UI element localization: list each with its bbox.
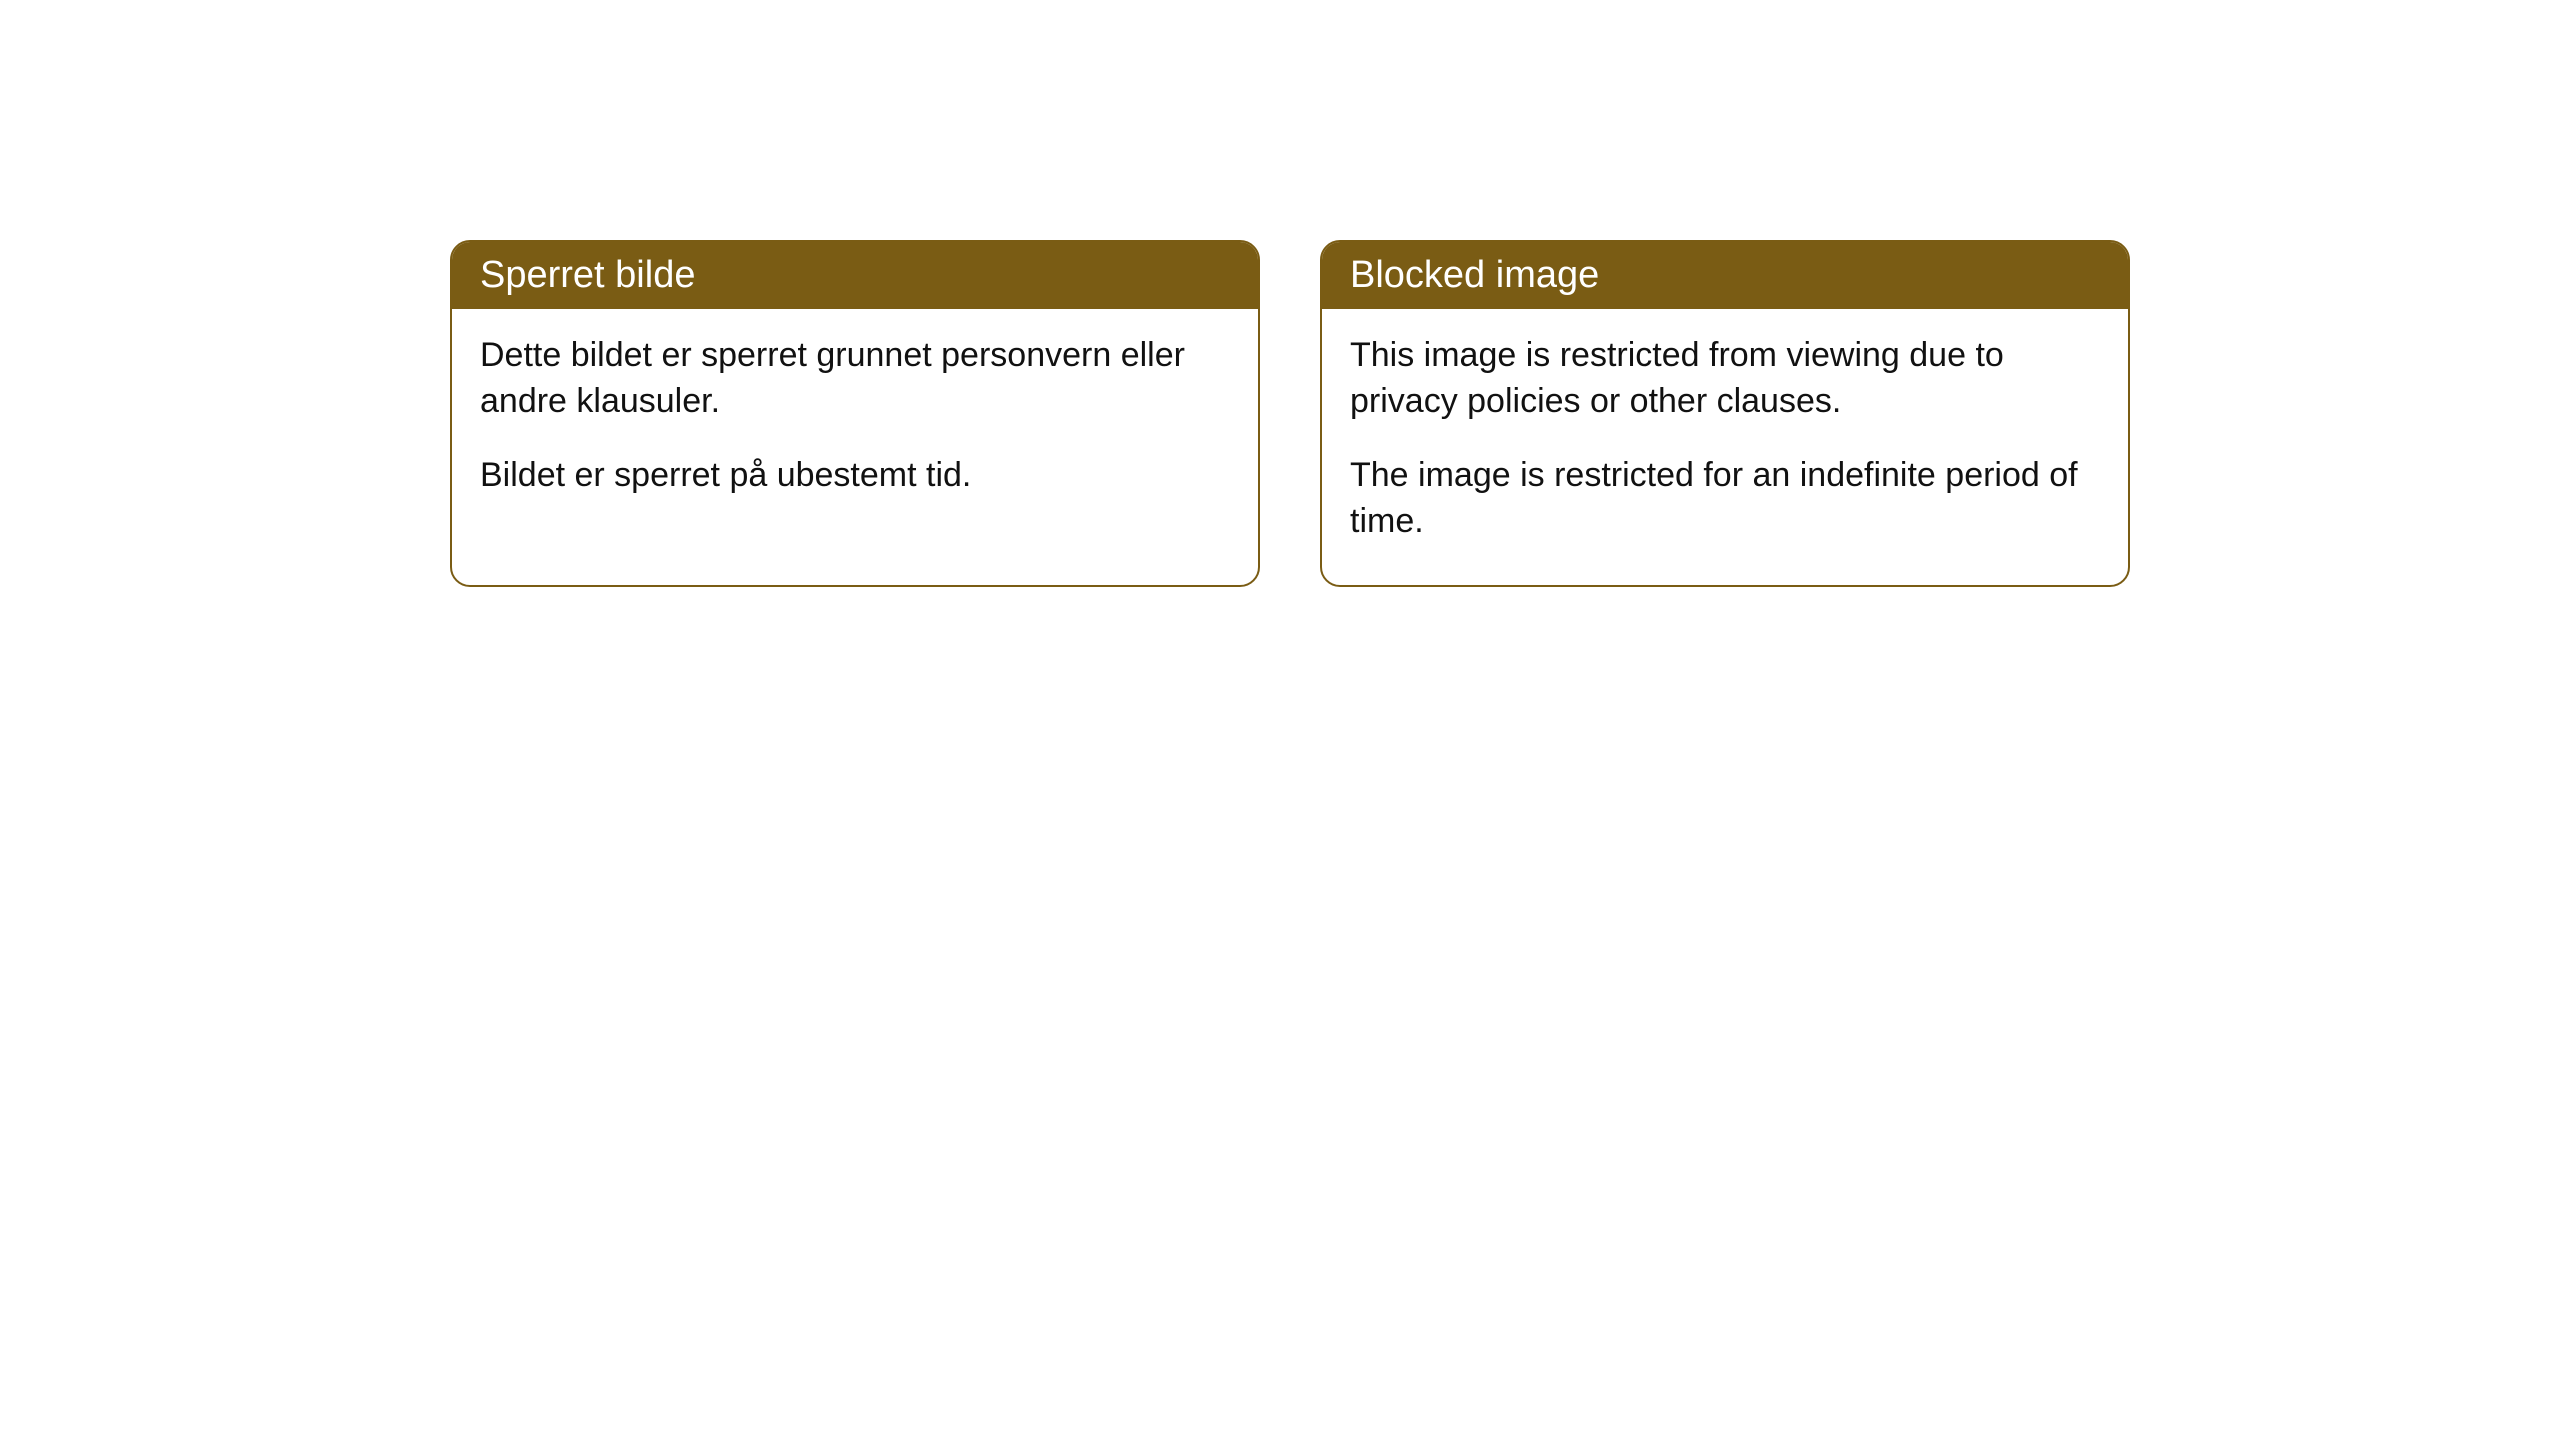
notice-body-english: This image is restricted from viewing du… [1322,309,2128,585]
notice-card-english: Blocked image This image is restricted f… [1320,240,2130,587]
notice-header-norwegian: Sperret bilde [452,242,1258,309]
notice-header-english: Blocked image [1322,242,2128,309]
notice-paragraph-2-norwegian: Bildet er sperret på ubestemt tid. [480,453,1230,499]
notice-title-english: Blocked image [1350,254,1599,296]
notice-container: Sperret bilde Dette bildet er sperret gr… [0,0,2560,587]
notice-paragraph-2-english: The image is restricted for an indefinit… [1350,453,2100,545]
notice-body-norwegian: Dette bildet er sperret grunnet personve… [452,309,1258,539]
notice-paragraph-1-norwegian: Dette bildet er sperret grunnet personve… [480,333,1230,425]
notice-title-norwegian: Sperret bilde [480,254,695,296]
notice-paragraph-1-english: This image is restricted from viewing du… [1350,333,2100,425]
notice-card-norwegian: Sperret bilde Dette bildet er sperret gr… [450,240,1260,587]
